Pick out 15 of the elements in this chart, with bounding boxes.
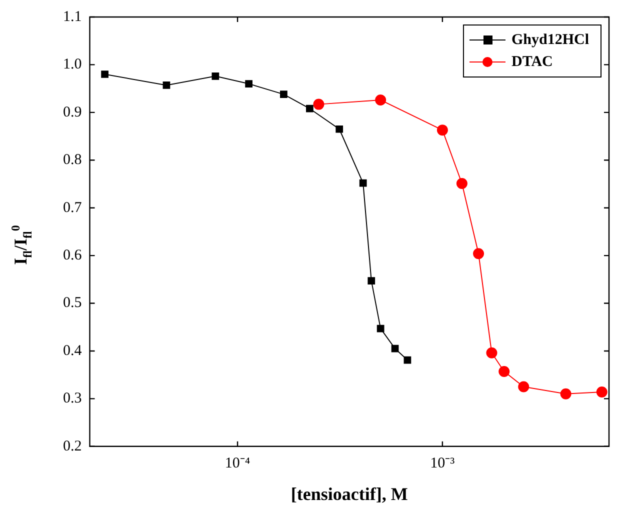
y-tick-label: 0.9	[63, 104, 82, 120]
y-tick-label: 1.1	[63, 8, 82, 25]
y-tick-label: 1.0	[63, 56, 82, 73]
y-tick-label: 0.6	[63, 247, 82, 264]
y-tick-label: 0.8	[63, 152, 82, 168]
legend-label: DTAC	[511, 54, 553, 70]
legend-label: Ghyd12HCl	[511, 32, 590, 48]
y-tick-label: 0.4	[63, 342, 82, 359]
y-tick-label: 0.7	[63, 200, 82, 216]
y-tick-label: 0.5	[63, 295, 82, 312]
y-tick-label: 0.2	[63, 438, 82, 454]
x-tick-label: 10⁻³	[430, 455, 456, 472]
x-axis-title: [tensioactif], M	[290, 484, 408, 504]
y-tick-label: 0.3	[63, 390, 82, 407]
x-tick-label: 10⁻⁴	[224, 455, 250, 472]
